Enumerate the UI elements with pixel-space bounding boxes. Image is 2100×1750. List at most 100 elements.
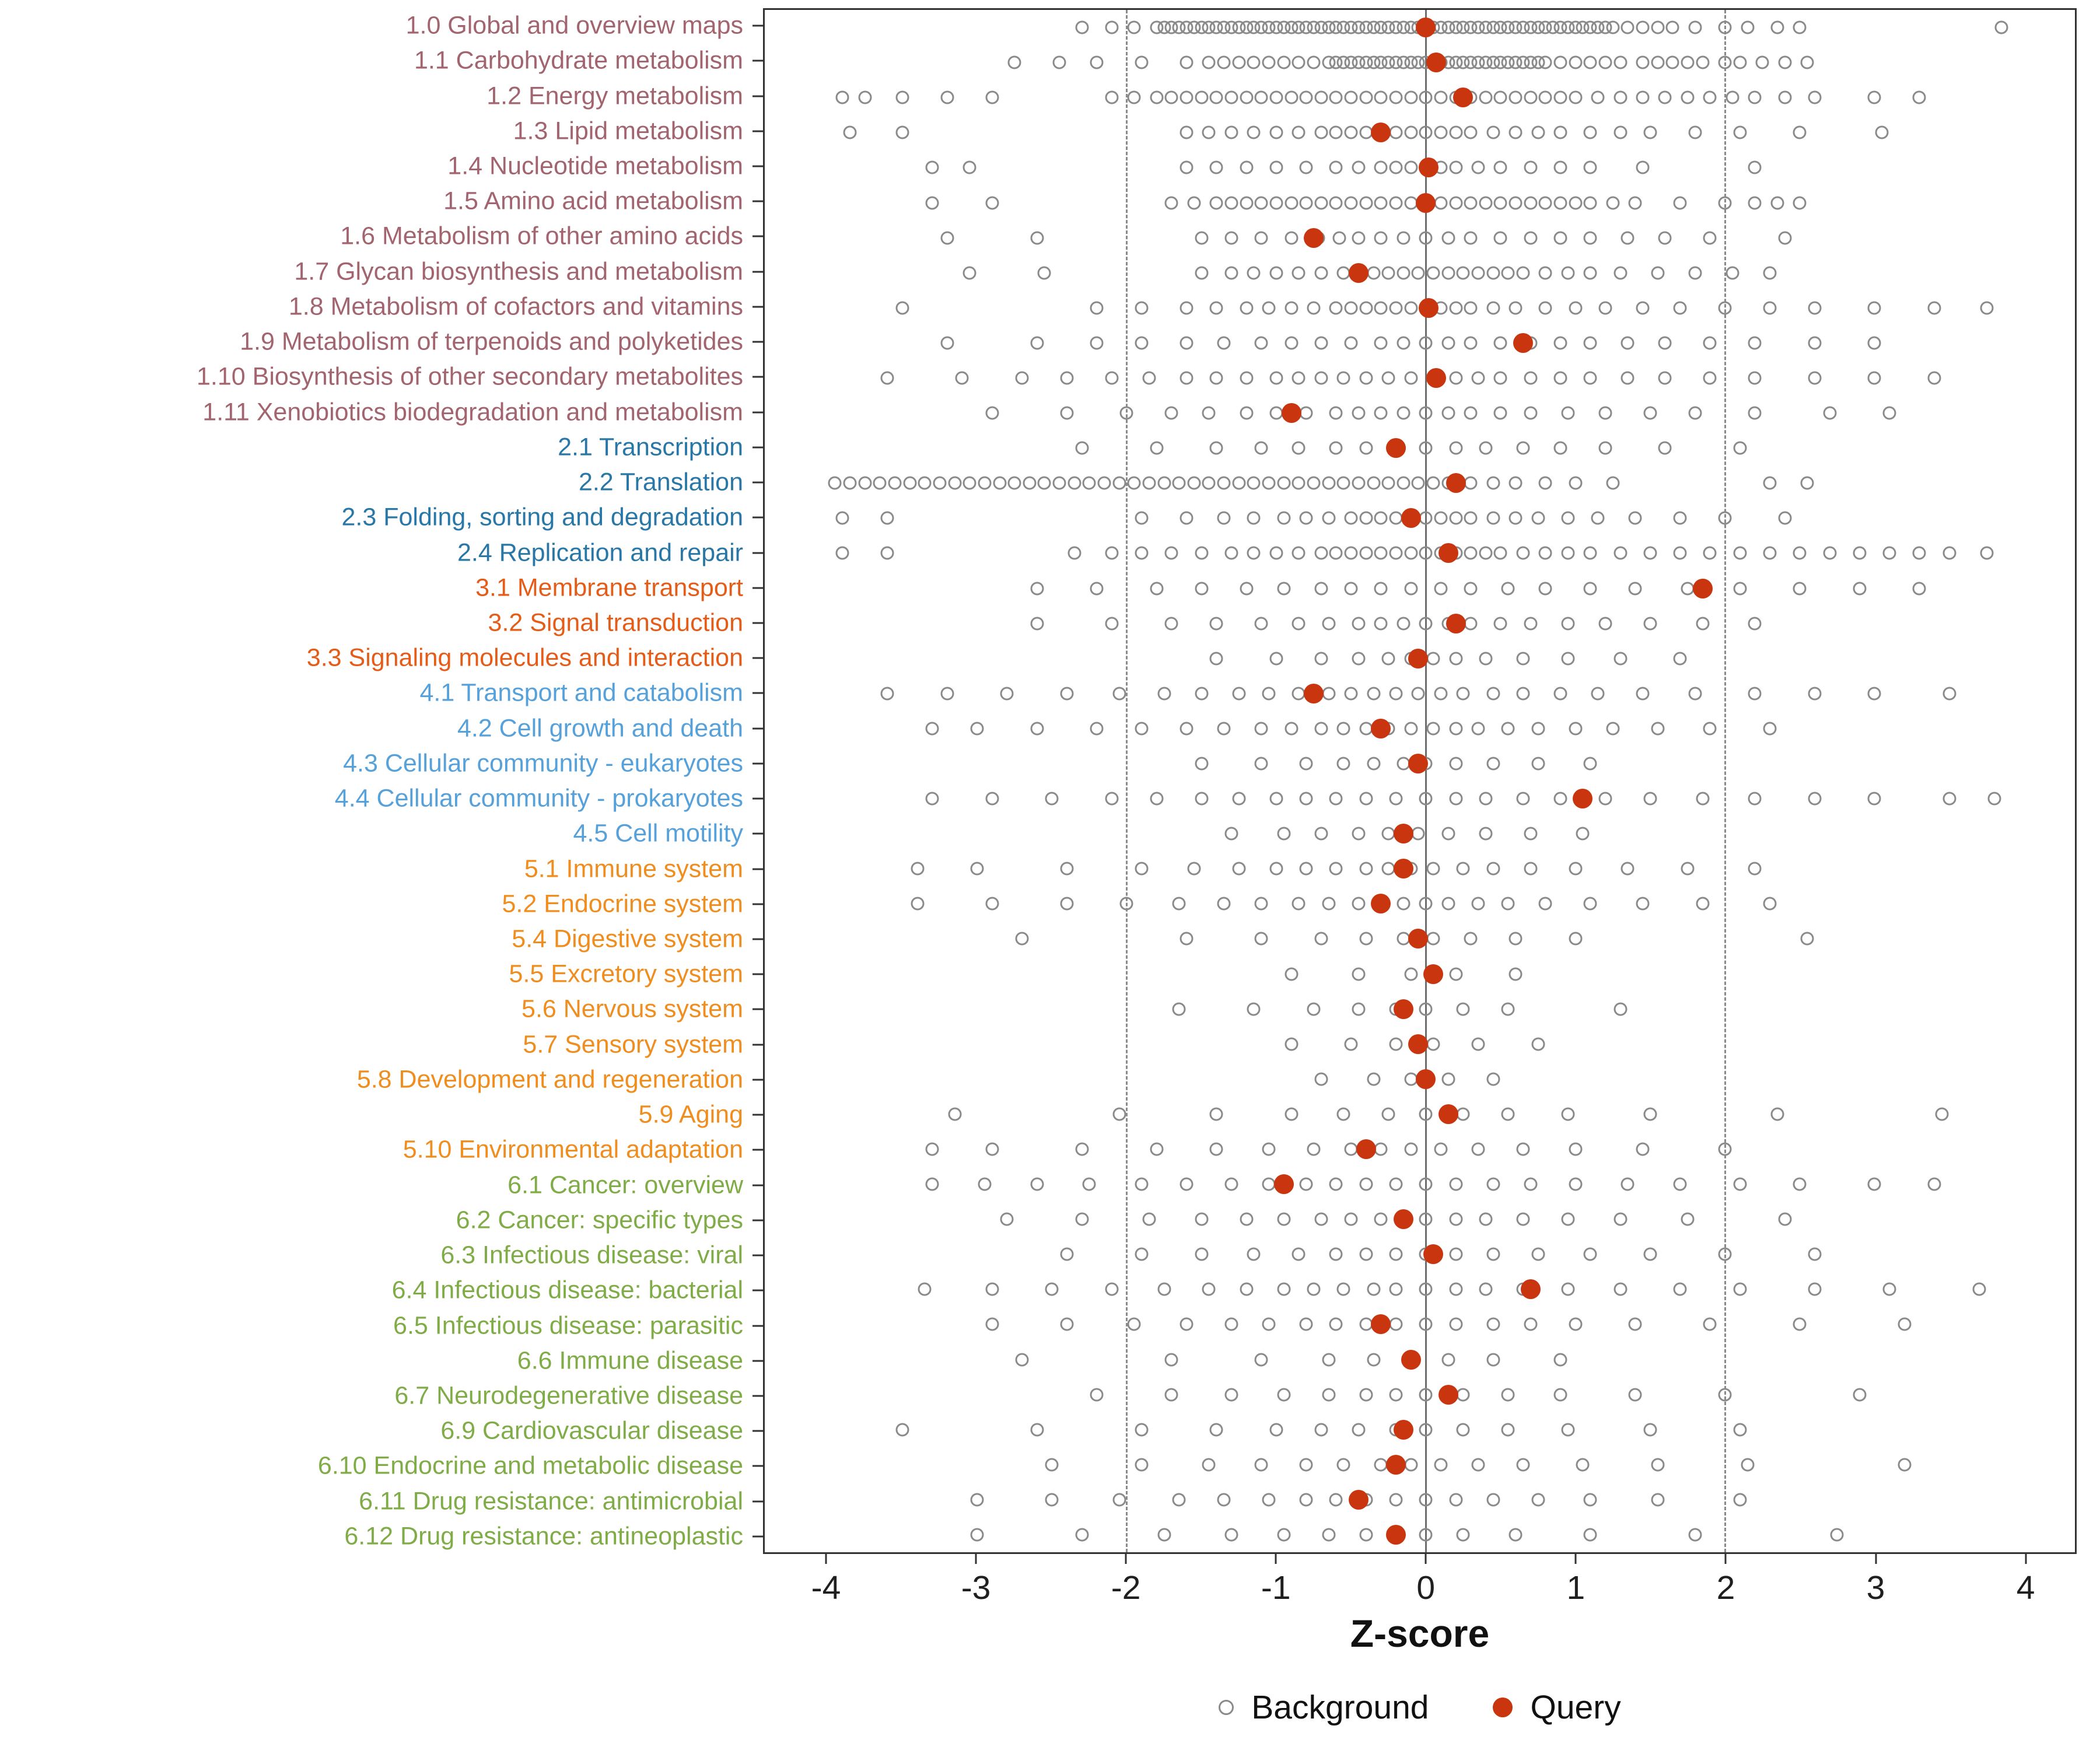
open-circle-icon (1219, 1700, 1234, 1715)
query-point (1408, 929, 1429, 949)
background-point (1651, 1493, 1665, 1507)
category-label: 5.4 Digestive system (512, 925, 743, 953)
background-point (1329, 301, 1343, 315)
x-tick (1875, 1554, 1877, 1564)
background-point (1808, 301, 1822, 315)
background-point (1322, 1388, 1336, 1402)
background-point (1359, 546, 1373, 560)
background-point (985, 792, 999, 806)
y-tick (752, 1114, 763, 1116)
background-point (1090, 722, 1104, 736)
background-point (1389, 160, 1403, 174)
background-point (963, 476, 977, 490)
background-point (1396, 897, 1410, 911)
background-point (1396, 617, 1410, 631)
background-point (1015, 371, 1029, 385)
background-point (1748, 371, 1762, 385)
background-point (1770, 1107, 1784, 1121)
y-tick (752, 657, 763, 659)
background-point (1614, 55, 1628, 69)
background-point (1441, 1072, 1455, 1086)
y-tick (752, 24, 763, 27)
query-point (1393, 1209, 1413, 1230)
background-point (1232, 476, 1246, 490)
background-point (1359, 792, 1373, 806)
background-point (1389, 1282, 1403, 1296)
background-point (1733, 1423, 1747, 1437)
background-point (1254, 617, 1268, 631)
background-point (843, 476, 857, 490)
background-point (1501, 897, 1515, 911)
background-point (1292, 55, 1306, 69)
background-point (1569, 196, 1583, 209)
background-point (1553, 125, 1567, 139)
y-tick (752, 1430, 763, 1432)
category-label: 2.4 Replication and repair (457, 538, 743, 566)
background-point (1419, 90, 1433, 104)
legend-item-background: Background (1219, 1690, 1429, 1724)
background-point (1329, 406, 1343, 420)
background-point (1247, 1002, 1261, 1016)
background-point (1748, 617, 1762, 631)
background-point (1157, 687, 1171, 701)
background-point (1135, 546, 1149, 560)
background-point (1404, 722, 1418, 736)
background-point (1367, 266, 1380, 280)
y-tick (752, 1219, 763, 1222)
background-point (1673, 652, 1687, 666)
background-point (1486, 687, 1500, 701)
background-point (1651, 20, 1665, 34)
background-point (1023, 476, 1037, 490)
y-tick (752, 200, 763, 202)
background-point (1224, 1528, 1238, 1542)
background-point (1374, 301, 1388, 315)
category-label: 5.5 Excretory system (509, 960, 743, 988)
background-point (1479, 441, 1493, 455)
background-point (1217, 476, 1231, 490)
category-label: 1.1 Carbohydrate metabolism (414, 46, 743, 75)
background-point (1187, 476, 1201, 490)
background-point (911, 862, 925, 876)
background-point (1277, 1528, 1291, 1542)
background-point (1389, 1037, 1403, 1051)
background-point (1464, 301, 1478, 315)
y-tick (752, 973, 763, 975)
background-point (1359, 371, 1373, 385)
background-point (1292, 266, 1306, 280)
background-point (911, 897, 925, 911)
background-point (880, 546, 894, 560)
background-point (1262, 687, 1276, 701)
query-point (1401, 1349, 1421, 1370)
background-point (1269, 1423, 1283, 1437)
background-point (1336, 722, 1350, 736)
background-point (970, 722, 984, 736)
background-point (1441, 231, 1455, 245)
category-label: 1.2 Energy metabolism (487, 82, 743, 110)
y-tick (752, 692, 763, 694)
background-point (1524, 196, 1538, 209)
background-point (1367, 1353, 1380, 1366)
category-label: 6.11 Drug resistance: antimicrobial (359, 1487, 743, 1516)
background-point (1135, 1423, 1149, 1437)
background-point (1636, 687, 1650, 701)
background-point (1127, 90, 1141, 104)
background-point (1015, 932, 1029, 946)
background-point (1994, 20, 2008, 34)
background-point (1314, 1423, 1328, 1437)
background-point (1538, 196, 1552, 209)
background-point (1426, 476, 1440, 490)
background-point (1748, 160, 1762, 174)
background-point (1449, 722, 1463, 736)
background-point (1344, 687, 1358, 701)
background-point (1583, 757, 1597, 771)
background-point (1404, 546, 1418, 560)
query-point (1513, 332, 1533, 353)
background-point (1202, 125, 1216, 139)
background-point (1620, 862, 1634, 876)
background-point (1808, 687, 1822, 701)
background-point (1075, 1142, 1089, 1156)
y-tick (752, 622, 763, 624)
background-point (1456, 266, 1470, 280)
background-point (1344, 90, 1358, 104)
background-point (1389, 687, 1403, 701)
